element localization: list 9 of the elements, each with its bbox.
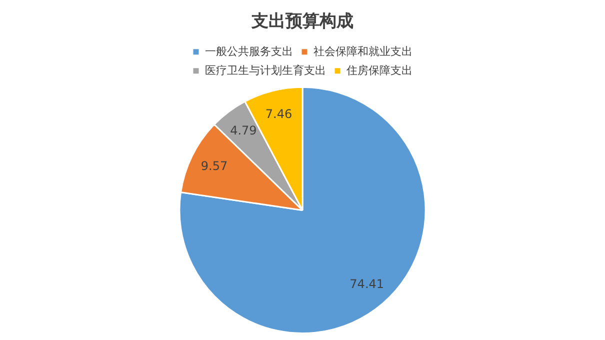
legend-label: 一般公共服务支出 xyxy=(205,44,293,58)
data-label: 7.46 xyxy=(265,106,292,121)
data-label: 9.57 xyxy=(200,158,228,173)
legend-label: 医疗卫生与计划生育支出 xyxy=(205,64,326,77)
legend-label: 住房保障支出 xyxy=(346,64,412,77)
legend-label: 社会保障和就业支出 xyxy=(314,44,412,58)
data-label: 4.79 xyxy=(230,124,257,138)
chart-title: 支出预算构成 xyxy=(250,12,354,32)
data-label: 74.41 xyxy=(350,276,384,291)
